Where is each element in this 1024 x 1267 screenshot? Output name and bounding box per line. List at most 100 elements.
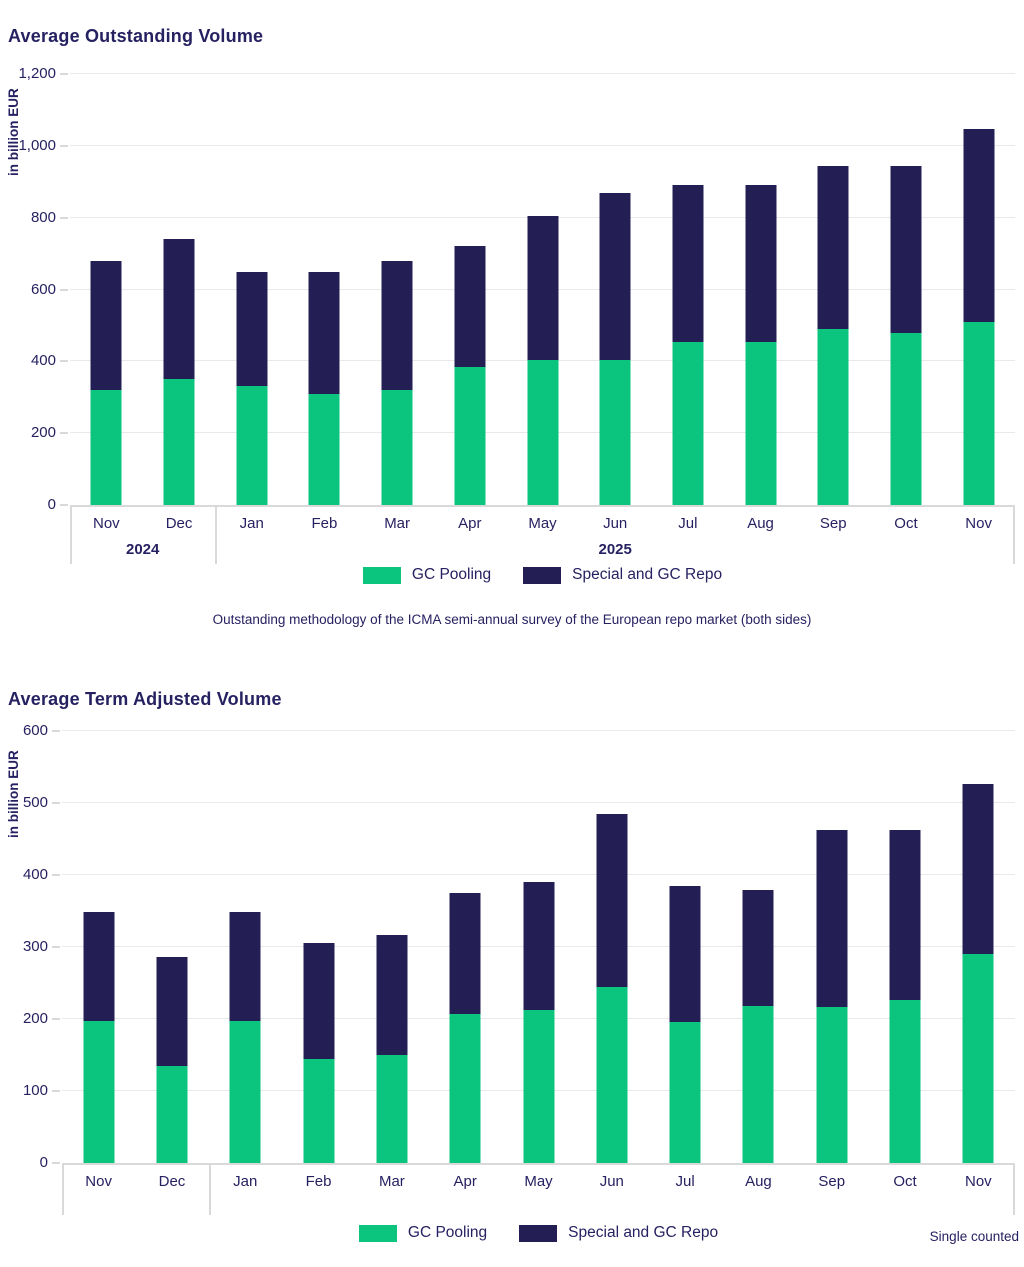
- y-tick: [60, 432, 68, 435]
- y-axis-label: in billion EUR: [6, 750, 21, 838]
- legend: GC Pooling Special and GC Repo: [70, 566, 1015, 584]
- bar-segment-gc-pooling: [745, 341, 777, 505]
- y-tick: [52, 946, 60, 948]
- legend-item-special-gc-repo: Special and GC Repo: [519, 1224, 718, 1242]
- legend-label: GC Pooling: [407, 1224, 488, 1241]
- x-tick-label: Apr: [453, 1173, 477, 1190]
- bar-segment-gc-pooling: [381, 390, 413, 505]
- bar-segment-gc-pooling: [816, 1006, 848, 1163]
- y-tick: [60, 144, 68, 147]
- x-tick-label: Jan: [239, 515, 264, 532]
- bar-segment-gc-pooling: [163, 379, 195, 505]
- plot-area-outstanding-volume: 0 200 400 600 800 1,000 1,200: [18, 65, 1015, 513]
- year-label: 2025: [598, 541, 632, 558]
- year-separator: [1013, 507, 1015, 564]
- x-tick-label: Oct: [893, 1173, 917, 1190]
- y-tick-label: 1,200: [18, 65, 56, 83]
- bar-segment-special-gc-repo: [599, 192, 631, 360]
- gc-pooling-swatch-icon: [362, 566, 401, 584]
- bar-segment-gc-pooling: [376, 1055, 408, 1163]
- y-tick: [60, 360, 68, 363]
- bar-segment-special-gc-repo: [376, 934, 408, 1055]
- bar-segment-special-gc-repo: [890, 165, 922, 333]
- bar-segment-gc-pooling: [236, 386, 268, 505]
- y-tick: [52, 873, 60, 876]
- bar-segment-special-gc-repo: [236, 272, 268, 387]
- bar-segment-gc-pooling: [90, 390, 122, 505]
- bar-segment-special-gc-repo: [745, 185, 777, 342]
- x-tick-label: May: [528, 515, 557, 532]
- gc-pooling-swatch-icon: [358, 1224, 397, 1242]
- bar-segment-gc-pooling: [889, 999, 921, 1163]
- y-tick: [52, 1090, 60, 1092]
- bar-segment-special-gc-repo: [742, 890, 774, 1007]
- bar-segment-gc-pooling: [596, 986, 628, 1163]
- bar-segment-special-gc-repo: [163, 238, 195, 380]
- bar-segment-special-gc-repo: [156, 957, 188, 1066]
- x-tick-label: Sep: [819, 515, 847, 532]
- y-tick-label: 600: [30, 280, 56, 298]
- bar-segment-special-gc-repo: [816, 829, 848, 1007]
- x-tick-label: Apr: [458, 515, 482, 532]
- year-separator: [208, 1165, 211, 1215]
- y-gridline: [62, 873, 1015, 875]
- y-tick-label: 400: [30, 352, 56, 370]
- bar-segment-gc-pooling: [963, 321, 995, 505]
- bar-segment-gc-pooling: [308, 393, 340, 505]
- bar-segment-special-gc-repo: [229, 911, 261, 1022]
- y-gridline: [62, 801, 1015, 803]
- legend-item-special-gc-repo: Special and GC Repo: [523, 566, 722, 584]
- bar-segment-special-gc-repo: [83, 911, 115, 1022]
- y-tick-label: 1,000: [18, 136, 56, 154]
- bar-segment-gc-pooling: [449, 1013, 481, 1163]
- y-gridline: [62, 730, 1015, 731]
- chart-title-outstanding-volume: Average Outstanding Volume: [8, 25, 264, 46]
- year-separator: [70, 507, 72, 564]
- x-axis-band: Nov Dec Jan Feb Mar Apr May Jun Jul Aug Sep Oct Nov 2…: [70, 505, 1015, 564]
- y-tick: [60, 73, 68, 75]
- bar-segment-special-gc-repo: [669, 885, 701, 1022]
- y-tick: [52, 1162, 60, 1164]
- x-tick-label: Nov: [93, 515, 120, 532]
- bar-segment-gc-pooling: [672, 341, 704, 505]
- bar-segment-special-gc-repo: [889, 829, 921, 1000]
- x-tick-label: Mar: [384, 515, 411, 532]
- y-tick: [60, 216, 68, 219]
- special-gc-repo-swatch-icon: [523, 566, 562, 584]
- year-separator: [1013, 1165, 1015, 1215]
- bar-segment-special-gc-repo: [90, 260, 122, 391]
- legend-label: Special and GC Repo: [568, 1224, 719, 1241]
- methodology-footnote: Outstanding methodology of the ICMA semi…: [212, 612, 812, 627]
- bar-segment-gc-pooling: [669, 1021, 701, 1163]
- legend: GC Pooling Special and GC Repo: [62, 1224, 1015, 1242]
- x-tick-label: Jul: [678, 515, 698, 532]
- y-tick-label: 400: [22, 866, 48, 884]
- bar-segment-gc-pooling: [454, 366, 486, 505]
- y-tick: [60, 504, 68, 506]
- bar-segment-gc-pooling: [742, 1006, 774, 1163]
- x-tick-label: Oct: [894, 515, 918, 532]
- x-tick-label: Nov: [965, 515, 992, 532]
- y-tick-label: 200: [30, 424, 56, 442]
- bar-segment-gc-pooling: [527, 359, 558, 505]
- x-tick-label: May: [524, 1173, 553, 1190]
- y-tick: [52, 730, 60, 732]
- bar-segment-gc-pooling: [890, 332, 922, 505]
- legend-item-gc-pooling: GC Pooling: [358, 1224, 488, 1242]
- year-label: 2024: [126, 541, 160, 558]
- bar-segment-special-gc-repo: [381, 260, 413, 391]
- y-tick-label: 200: [22, 1010, 48, 1028]
- y-gridline: [70, 144, 1015, 146]
- bar-segment-special-gc-repo: [527, 215, 558, 360]
- bar-segment-gc-pooling: [599, 359, 631, 505]
- x-axis-band: Nov Dec Jan Feb Mar Apr May Jun Jul Aug Sep Oct Nov: [62, 1163, 1015, 1215]
- x-tick-label: Jun: [603, 515, 628, 532]
- y-gridline: [70, 73, 1015, 74]
- x-tick-label: Aug: [747, 515, 774, 532]
- x-tick-label: Dec: [165, 515, 193, 532]
- bar-segment-special-gc-repo: [449, 893, 481, 1014]
- y-tick: [52, 1017, 60, 1020]
- legend-label: GC Pooling: [411, 566, 492, 583]
- y-tick-label: 100: [22, 1082, 48, 1100]
- single-counted-note: Single counted: [929, 1229, 1019, 1244]
